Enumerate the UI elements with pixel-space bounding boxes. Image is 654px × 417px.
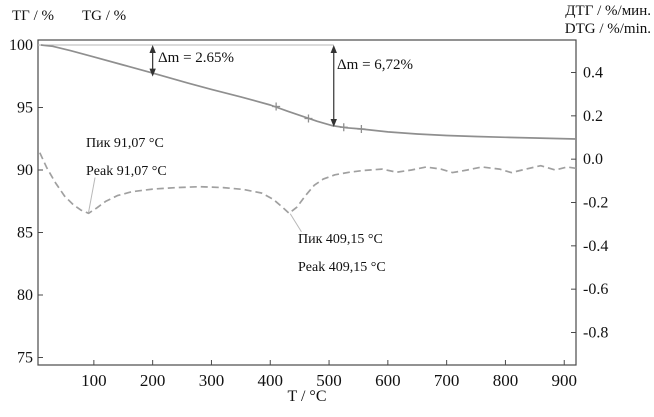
- left-tick-label: 75: [17, 350, 33, 367]
- peak-2-label-ru: Пик 409,15 °С: [298, 232, 383, 247]
- annotation-peak-2: Пик 409,15 °С Peak 409,15 °C: [298, 226, 386, 282]
- right-tick-label: -0.4: [583, 238, 608, 255]
- peak-2-label-en: Peak 409,15 °C: [298, 260, 386, 275]
- plot-frame: [37, 39, 577, 366]
- peak-1-label-ru: Пик 91,07 °С: [86, 136, 164, 151]
- x-tick-label: 700: [434, 371, 460, 390]
- arrowhead-up: [330, 45, 337, 53]
- right-axis-title-ru: ДТГ / %/мин.: [565, 3, 651, 19]
- x-tick-label: 600: [375, 371, 401, 390]
- x-tick-label: 200: [140, 371, 166, 390]
- peak-leader-line: [289, 213, 302, 233]
- curve-tg: [40, 44, 577, 140]
- x-tick-label: 300: [199, 371, 225, 390]
- left-tick-label: 80: [17, 287, 33, 304]
- left-tick-label: 100: [9, 37, 33, 54]
- right-tick-label: 0.2: [583, 108, 603, 125]
- left-axis-title-en: TG / %: [82, 8, 127, 24]
- arrowhead-down: [149, 68, 156, 77]
- arrowhead-down: [330, 119, 337, 127]
- x-tick-label: 500: [316, 371, 342, 390]
- right-axis-title-en: DTG / %/min.: [564, 21, 651, 37]
- left-tick-label: 85: [17, 225, 33, 242]
- annotation-delta-m-2: Δm = 6,72%: [337, 57, 414, 73]
- right-tick-label: -0.6: [583, 281, 608, 298]
- peak-1-label-en: Peak 91,07 °C: [86, 164, 167, 179]
- peak-leader-line: [88, 177, 96, 213]
- x-tick-label: 100: [81, 371, 107, 390]
- left-axis-title-ru: ТГ / %: [12, 8, 54, 24]
- left-tick-label: 90: [17, 162, 33, 179]
- arrowhead-up: [149, 45, 156, 53]
- x-axis-title: T / °C: [287, 388, 327, 405]
- x-tick-label: 800: [493, 371, 519, 390]
- x-tick-label: 900: [551, 371, 577, 390]
- right-axis-titles: ДТГ / %/мин. DTG / %/min.: [565, 2, 651, 38]
- left-tick-label: 95: [17, 100, 33, 117]
- left-axis-titles: ТГ / % TG / %: [12, 8, 126, 25]
- annotation-delta-m-1: Δm = 2.65%: [158, 50, 235, 66]
- curve-dtg: [39, 152, 577, 215]
- x-tick-label: 400: [258, 371, 284, 390]
- annotation-peak-1: Пик 91,07 °С Peak 91,07 °C: [86, 130, 167, 186]
- right-tick-label: 0.0: [583, 151, 603, 168]
- right-tick-label: -0.2: [583, 195, 608, 212]
- right-tick-label: -0.8: [583, 325, 608, 342]
- right-tick-label: 0.4: [583, 65, 603, 82]
